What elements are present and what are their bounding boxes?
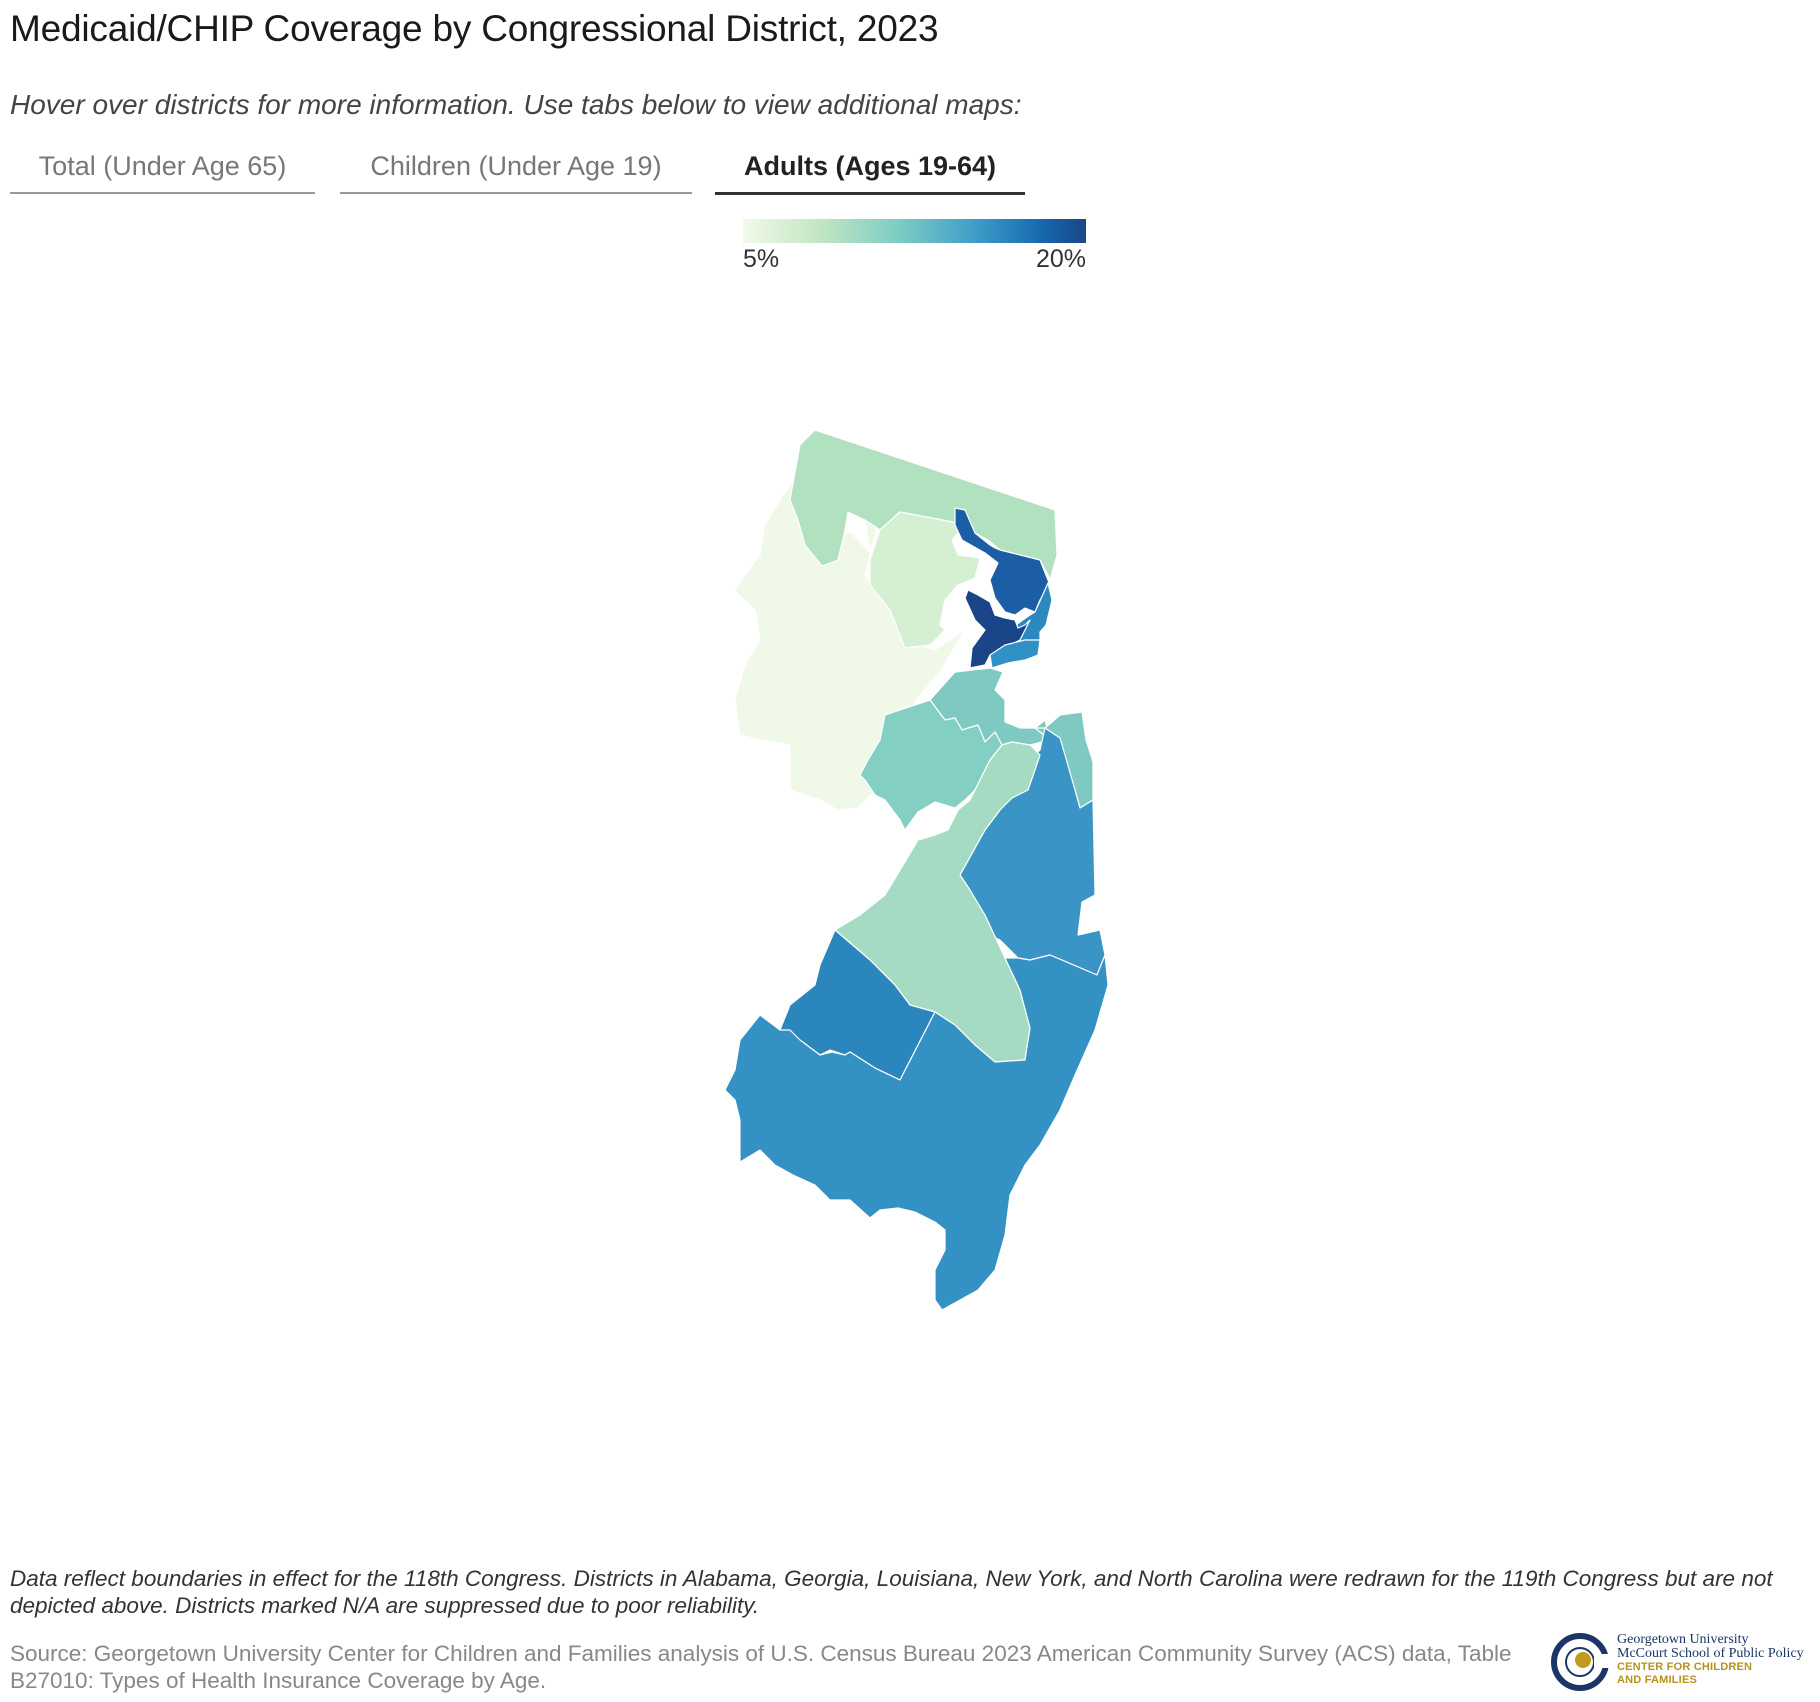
logo-line-1: Georgetown University xyxy=(1617,1632,1749,1647)
logo-line-4: AND FAMILIES xyxy=(1617,1674,1698,1686)
logo-line-2: McCourt School of Public Policy xyxy=(1617,1646,1804,1661)
district-central[interactable] xyxy=(859,699,1003,831)
nj-district-map xyxy=(724,429,1109,1311)
district-south[interactable] xyxy=(724,954,1109,1311)
source-note: Source: Georgetown University Center for… xyxy=(10,1641,1512,1693)
tab-total[interactable]: Total (Under Age 65) xyxy=(10,148,315,194)
logo-line-3: CENTER FOR CHILDREN xyxy=(1617,1661,1753,1673)
legend-gradient-bar xyxy=(743,219,1086,243)
color-legend: 5% 20% xyxy=(743,219,1086,273)
ccf-logo-icon xyxy=(1551,1633,1610,1691)
tab-children[interactable]: Children (Under Age 19) xyxy=(340,148,692,194)
legend-min-label: 5% xyxy=(743,245,780,273)
legend-max-label: 20% xyxy=(1035,245,1086,273)
district-newark[interactable] xyxy=(964,589,1031,669)
district-hudson[interactable] xyxy=(989,639,1041,669)
chart-subtitle: Hover over districts for more informatio… xyxy=(10,89,1022,120)
tab-adults[interactable]: Adults (Ages 19-64) xyxy=(715,148,1025,195)
chart-title: Medicaid/CHIP Coverage by Congressional … xyxy=(10,8,939,49)
footnote: Data reflect boundaries in effect for th… xyxy=(10,1566,1773,1618)
georgetown-logo: Georgetown University McCourt School of … xyxy=(1550,1630,1815,1696)
